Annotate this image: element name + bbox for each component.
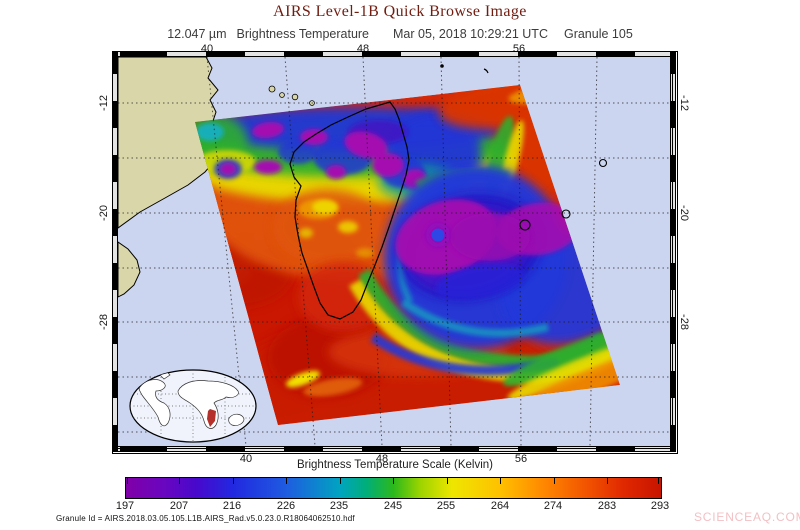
colorbar-label: 283 bbox=[597, 500, 617, 512]
x-tick-bottom-56: 56 bbox=[514, 453, 528, 465]
map-frame-bottom bbox=[117, 446, 671, 452]
subtitle-wavelength: 12.047 µm bbox=[167, 27, 227, 41]
cold-cloud-patches bbox=[220, 121, 427, 189]
y-tick-left-28: -28 bbox=[98, 314, 110, 330]
y-tick-right-28: -28 bbox=[678, 314, 690, 330]
map-svg bbox=[117, 56, 670, 447]
y-tick-left-20: -20 bbox=[98, 205, 110, 221]
x-tick-bottom-40: 40 bbox=[239, 453, 253, 465]
watermark: SCIENCEAQ.COM bbox=[694, 510, 800, 524]
comoros-islands bbox=[268, 85, 315, 106]
colorbar-tickmark bbox=[179, 478, 180, 484]
colorbar bbox=[125, 477, 662, 499]
small-islands-north bbox=[440, 64, 489, 74]
colorbar-label: 293 bbox=[650, 500, 670, 512]
gridlines bbox=[118, 56, 670, 447]
subtitle-granule: Granule 105 bbox=[563, 27, 633, 41]
colorbar-label: 235 bbox=[329, 500, 349, 512]
madagascar-coastline bbox=[289, 101, 410, 320]
subtitle-timestamp: Mar 05, 2018 10:29:21 UTC bbox=[393, 27, 548, 41]
colorbar-title: Brightness Temperature Scale (Kelvin) bbox=[296, 459, 494, 471]
globe-inset bbox=[129, 369, 257, 443]
colorbar-tickmark bbox=[447, 478, 448, 484]
y-tick-right-20: -20 bbox=[678, 205, 690, 221]
colorbar-label: 216 bbox=[222, 500, 242, 512]
cyclone-eye bbox=[431, 228, 445, 242]
subtitle-product: Brightness Temperature bbox=[236, 27, 370, 41]
y-tick-right-12: -12 bbox=[678, 95, 690, 111]
granule-id-text: Granule Id = AIRS.2018.03.05.105.L1B.AIR… bbox=[56, 514, 355, 523]
colorbar-label: 274 bbox=[543, 500, 563, 512]
page-subtitle: 12.047 µm Brightness Temperature Mar 05, 2… bbox=[0, 27, 800, 41]
mascarene-islands bbox=[519, 158, 608, 231]
page-title: AIRS Level-1B Quick Browse Image bbox=[273, 3, 527, 20]
colorbar-tickmark bbox=[233, 478, 234, 484]
colorbar-label: 255 bbox=[436, 500, 456, 512]
x-tick-bottom-48: 48 bbox=[375, 453, 389, 465]
y-tick-left-12: -12 bbox=[98, 95, 110, 111]
colorbar-tickmark bbox=[286, 478, 287, 484]
map-frame-right bbox=[670, 51, 676, 452]
colorbar-label: 207 bbox=[169, 500, 189, 512]
cyclone-eye-ring bbox=[426, 223, 450, 247]
colorbar-tickmark bbox=[500, 478, 501, 484]
colorbar-label: 226 bbox=[276, 500, 296, 512]
colorbar-label: 245 bbox=[383, 500, 403, 512]
colorbar-tickmark bbox=[393, 478, 394, 484]
colorbar-tickmark bbox=[554, 478, 555, 484]
colorbar-tickmark bbox=[658, 478, 659, 484]
colorbar-tickmark bbox=[340, 478, 341, 484]
colorbar-tickmark bbox=[127, 478, 128, 484]
inset-swath-marker bbox=[207, 409, 216, 427]
colorbar-tickmark bbox=[607, 478, 608, 484]
map-canvas bbox=[117, 56, 673, 449]
colorbar-label: 197 bbox=[115, 500, 135, 512]
colorbar-label: 264 bbox=[490, 500, 510, 512]
